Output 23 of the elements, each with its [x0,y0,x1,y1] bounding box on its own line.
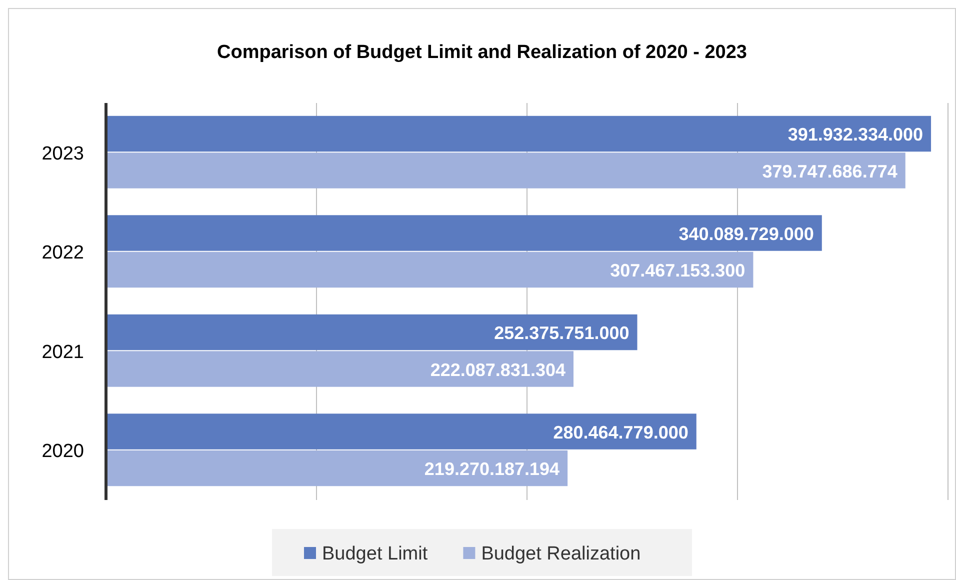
data-label: 340.089.729.000 [678,224,814,244]
bar [106,351,574,387]
bar [106,116,932,152]
data-label: 307.467.153.300 [610,260,746,281]
bar [106,314,638,350]
bar [106,414,696,450]
data-label: 252.375.751.000 [494,323,630,344]
y-tick-label: 2021 [42,342,84,363]
legend-label: Budget Limit [322,544,428,565]
legend-label: Budget Realization [481,544,641,565]
bar [106,215,822,251]
data-label: 219.270.187.194 [424,459,560,480]
y-tick-label: 2020 [42,441,84,462]
bar [106,252,754,288]
y-tick-label: 2023 [42,143,84,164]
chart-title: Comparison of Budget Limit and Realization of 2020 - 2023 [217,42,747,63]
bar [106,450,568,486]
data-label: 379.747.686.774 [762,161,898,182]
y-tick-label: 2022 [42,242,84,264]
data-label: 280.464.779.000 [553,422,688,442]
data-label: 391.932.334.000 [788,124,924,145]
data-label: 222.087.831.304 [430,360,566,380]
bar [106,152,906,188]
